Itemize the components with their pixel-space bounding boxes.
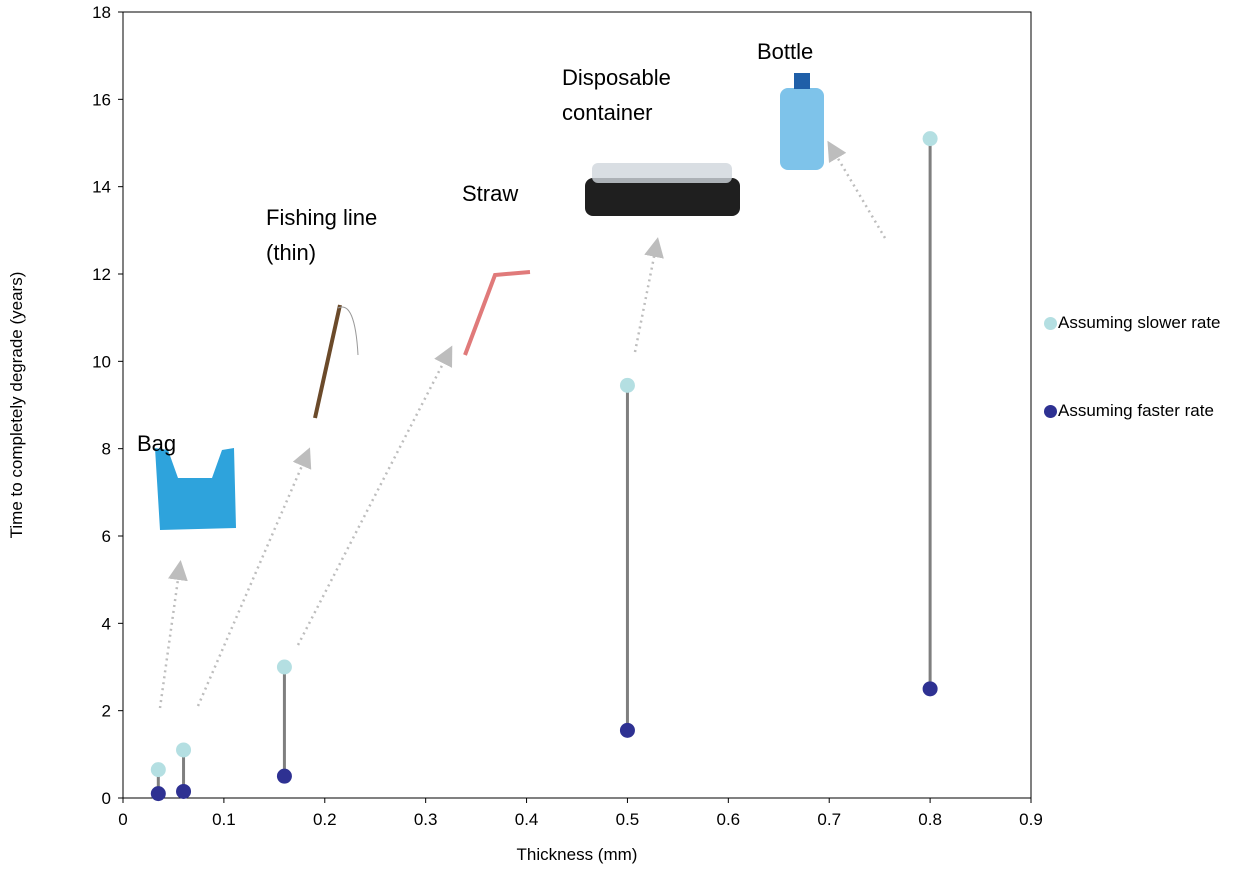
point bbox=[151, 786, 166, 801]
x-axis-label: Thickness (mm) bbox=[517, 845, 638, 864]
annotation: Disposable bbox=[562, 65, 671, 90]
annotation: Straw bbox=[462, 181, 518, 206]
legend-item: Assuming faster rate bbox=[1058, 400, 1258, 422]
arrow bbox=[160, 565, 180, 708]
x-tick-label: 0 bbox=[118, 810, 127, 829]
y-tick-label: 2 bbox=[102, 702, 111, 721]
point bbox=[923, 681, 938, 696]
x-tick-label: 0.9 bbox=[1019, 810, 1043, 829]
x-tick-label: 0.7 bbox=[817, 810, 841, 829]
y-tick-label: 18 bbox=[92, 3, 111, 22]
page: Thickness (mm) Time to completely degrad… bbox=[0, 0, 1259, 880]
y-tick-label: 14 bbox=[92, 178, 111, 197]
arrow bbox=[830, 145, 885, 238]
point bbox=[176, 784, 191, 799]
x-tick-label: 0.2 bbox=[313, 810, 337, 829]
legend-label: Assuming slower rate bbox=[1058, 313, 1221, 332]
point bbox=[620, 378, 635, 393]
container-icon bbox=[585, 178, 740, 216]
bottle-icon bbox=[780, 88, 824, 170]
y-tick-label: 0 bbox=[102, 789, 111, 808]
icons bbox=[155, 73, 824, 530]
straw-icon bbox=[465, 272, 530, 355]
point bbox=[151, 762, 166, 777]
container-lid bbox=[592, 163, 732, 183]
y-axis-label: Time to completely degrade (years) bbox=[7, 272, 26, 539]
point bbox=[277, 769, 292, 784]
point bbox=[277, 660, 292, 675]
x-tick-label: 0.6 bbox=[717, 810, 741, 829]
x-tick-label: 0.8 bbox=[918, 810, 942, 829]
chart: Thickness (mm) Time to completely degrad… bbox=[0, 0, 1259, 880]
bag-icon bbox=[155, 448, 236, 530]
rod-line bbox=[338, 307, 358, 355]
rod-icon bbox=[315, 305, 340, 418]
y-tick-label: 6 bbox=[102, 527, 111, 546]
point bbox=[176, 742, 191, 757]
x-tick-label: 0.1 bbox=[212, 810, 236, 829]
annotation: Bottle bbox=[757, 39, 813, 64]
y-tick-label: 4 bbox=[102, 614, 111, 633]
bottle-cap bbox=[794, 73, 810, 89]
y-tick-label: 16 bbox=[92, 90, 111, 109]
legend-item: Assuming slower rate bbox=[1058, 312, 1258, 334]
point bbox=[923, 131, 938, 146]
plot-frame bbox=[123, 12, 1031, 798]
annotation: Fishing line bbox=[266, 205, 377, 230]
point bbox=[620, 723, 635, 738]
annotation: Bag bbox=[137, 431, 176, 456]
legend-marker bbox=[1044, 317, 1057, 330]
annotation: (thin) bbox=[266, 240, 316, 265]
legend-label: Assuming faster rate bbox=[1058, 401, 1214, 420]
y-tick-label: 10 bbox=[92, 352, 111, 371]
x-tick-label: 0.3 bbox=[414, 810, 438, 829]
annotation: container bbox=[562, 100, 653, 125]
x-tick-label: 0.5 bbox=[616, 810, 640, 829]
legend-marker bbox=[1044, 405, 1057, 418]
y-tick-label: 12 bbox=[92, 265, 111, 284]
y-tick-label: 8 bbox=[102, 440, 111, 459]
arrow bbox=[635, 242, 657, 352]
x-tick-label: 0.4 bbox=[515, 810, 539, 829]
